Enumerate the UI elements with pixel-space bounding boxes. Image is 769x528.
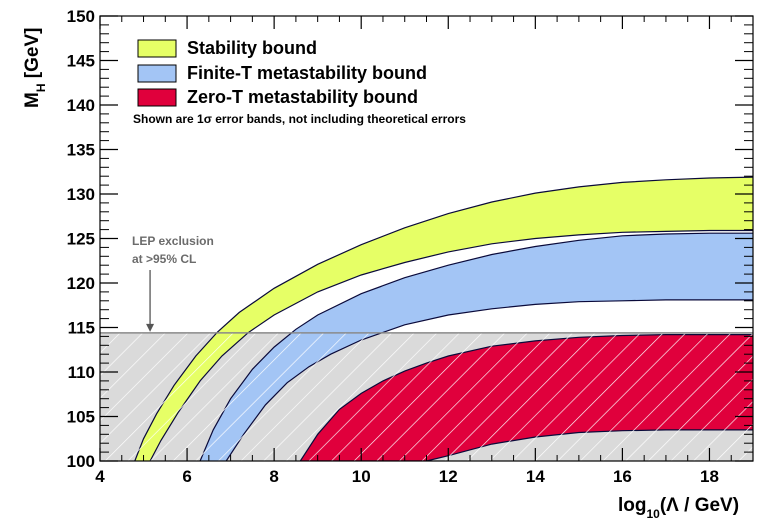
legend: Stability bound Finite-T metastability b… <box>133 38 466 126</box>
legend-label-zero-t: Zero-T metastability bound <box>187 87 418 107</box>
lep-label-line2: at >95% CL <box>132 252 196 266</box>
y-tick-label: 105 <box>67 408 95 427</box>
lep-label-line1: LEP exclusion <box>132 234 214 248</box>
y-tick-label: 100 <box>67 452 95 471</box>
x-tick-label: 18 <box>700 467 719 486</box>
x-tick-label: 8 <box>269 467 278 486</box>
y-tick-label: 145 <box>67 52 95 71</box>
y-tick-label: 140 <box>67 96 95 115</box>
y-axis-title: MH [GeV] <box>22 28 48 108</box>
band-stability-bound <box>134 177 753 461</box>
legend-label-stability: Stability bound <box>187 38 317 58</box>
x-tick-label: 14 <box>526 467 545 486</box>
y-tick-label: 110 <box>68 363 95 382</box>
legend-swatch-zero-t <box>137 88 177 107</box>
lep-annotation: LEP exclusion at >95% CL <box>132 234 214 332</box>
error-band-note: Shown are 1σ error bands, not including … <box>133 112 466 126</box>
x-tick-label: 16 <box>613 467 632 486</box>
y-tick-label: 120 <box>67 274 95 293</box>
x-tick-label: 4 <box>95 467 105 486</box>
lep-arrow-head <box>146 323 155 332</box>
lep-exclusion-hatch <box>100 332 753 461</box>
legend-swatch-finite-t <box>137 64 177 83</box>
y-tick-label: 135 <box>67 141 95 160</box>
x-axis-title: log10(Λ / GeV) <box>618 495 739 521</box>
legend-label-finite-t: Finite-T metastability bound <box>187 63 427 83</box>
y-tick-label: 130 <box>67 185 95 204</box>
y-tick-label: 125 <box>67 230 95 249</box>
y-tick-label: 115 <box>68 319 95 338</box>
x-tick-label: 12 <box>439 467 458 486</box>
x-tick-label: 10 <box>352 467 371 486</box>
band-finite-t-metastability-bound <box>200 233 753 461</box>
y-tick-label: 150 <box>67 7 95 26</box>
legend-swatch-stability <box>137 39 177 58</box>
x-tick-label: 6 <box>182 467 191 486</box>
